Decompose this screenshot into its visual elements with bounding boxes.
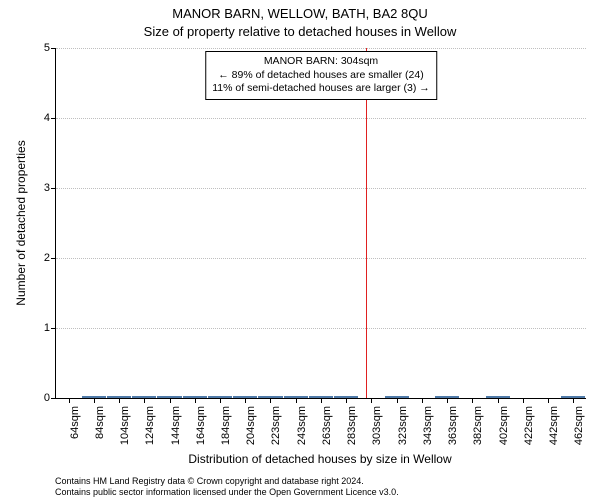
- x-tick-label: 323sqm: [397, 406, 409, 445]
- x-tick-mark: [498, 398, 499, 403]
- gridline: [56, 328, 586, 329]
- x-tick-label: 303sqm: [371, 406, 383, 445]
- y-tick-label: 1: [44, 322, 56, 334]
- x-tick-mark: [472, 398, 473, 403]
- annotation-line: ← 89% of detached houses are smaller (24…: [212, 69, 430, 83]
- x-tick-label: 64sqm: [69, 406, 81, 439]
- x-tick-mark: [170, 398, 171, 403]
- x-tick-label: 164sqm: [195, 406, 207, 445]
- x-tick-mark: [94, 398, 95, 403]
- x-tick-label: 84sqm: [94, 406, 106, 439]
- bars-container: [56, 48, 586, 398]
- x-tick-mark: [195, 398, 196, 403]
- x-tick-mark: [422, 398, 423, 403]
- gridline: [56, 258, 586, 259]
- y-tick-label: 2: [44, 252, 56, 264]
- x-tick-mark: [144, 398, 145, 403]
- annotation-line: 11% of semi-detached houses are larger (…: [212, 82, 430, 96]
- x-tick-mark: [346, 398, 347, 403]
- x-tick-label: 204sqm: [245, 406, 257, 445]
- x-tick-label: 343sqm: [422, 406, 434, 445]
- x-tick-mark: [296, 398, 297, 403]
- x-tick-mark: [523, 398, 524, 403]
- x-tick-label: 144sqm: [170, 406, 182, 445]
- x-tick-mark: [270, 398, 271, 403]
- x-tick-label: 104sqm: [119, 406, 131, 445]
- gridline: [56, 118, 586, 119]
- x-tick-mark: [321, 398, 322, 403]
- annotation-line: MANOR BARN: 304sqm: [212, 55, 430, 69]
- chart-title: Size of property relative to detached ho…: [0, 24, 600, 39]
- x-tick-mark: [245, 398, 246, 403]
- footer-attribution: Contains HM Land Registry data © Crown c…: [55, 476, 585, 499]
- y-tick-label: 4: [44, 112, 56, 124]
- x-tick-label: 363sqm: [447, 406, 459, 445]
- gridline: [56, 48, 586, 49]
- x-tick-mark: [548, 398, 549, 403]
- x-tick-mark: [573, 398, 574, 403]
- x-tick-label: 283sqm: [346, 406, 358, 445]
- x-axis-label: Distribution of detached houses by size …: [55, 452, 585, 466]
- x-tick-mark: [69, 398, 70, 403]
- x-tick-label: 263sqm: [321, 406, 333, 445]
- x-tick-label: 184sqm: [220, 406, 232, 445]
- gridline: [56, 188, 586, 189]
- annotation-box: MANOR BARN: 304sqm ← 89% of detached hou…: [205, 51, 437, 100]
- x-tick-mark: [371, 398, 372, 403]
- x-tick-mark: [220, 398, 221, 403]
- x-tick-label: 124sqm: [144, 406, 156, 445]
- footer-line: Contains HM Land Registry data © Crown c…: [55, 476, 585, 487]
- x-tick-label: 243sqm: [296, 406, 308, 445]
- y-tick-label: 3: [44, 182, 56, 194]
- x-tick-label: 422sqm: [523, 406, 535, 445]
- x-tick-label: 462sqm: [573, 406, 585, 445]
- y-tick-label: 0: [44, 392, 56, 404]
- reference-line: [366, 48, 367, 398]
- x-tick-label: 402sqm: [498, 406, 510, 445]
- x-tick-label: 382sqm: [472, 406, 484, 445]
- footer-line: Contains public sector information licen…: [55, 487, 585, 498]
- x-tick-mark: [447, 398, 448, 403]
- x-tick-mark: [397, 398, 398, 403]
- x-tick-mark: [119, 398, 120, 403]
- chart-supertitle: MANOR BARN, WELLOW, BATH, BA2 8QU: [0, 6, 600, 21]
- y-axis-label: Number of detached properties: [14, 48, 28, 398]
- y-tick-label: 5: [44, 42, 56, 54]
- x-tick-label: 223sqm: [270, 406, 282, 445]
- x-tick-label: 442sqm: [548, 406, 560, 445]
- chart-plot-area: 64sqm84sqm104sqm124sqm144sqm164sqm184sqm…: [55, 48, 586, 399]
